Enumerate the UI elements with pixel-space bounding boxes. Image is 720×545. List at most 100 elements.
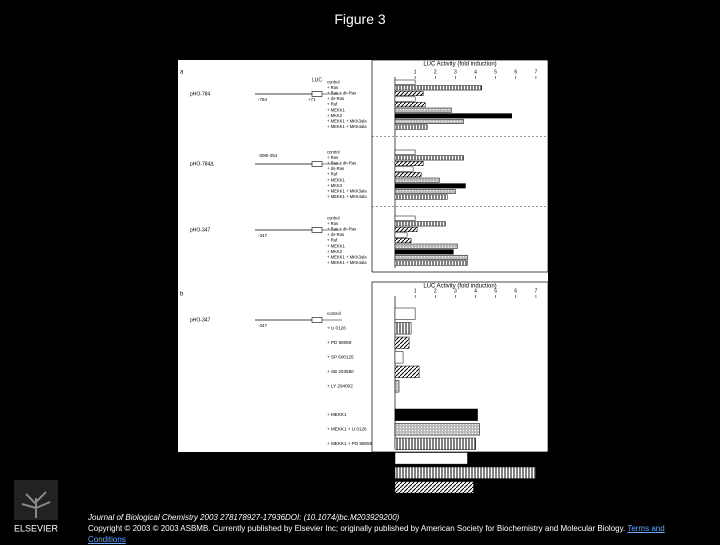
tick-label: 7: [535, 69, 538, 75]
bar: [394, 322, 412, 335]
construct-label: pHO-784Δ: [190, 161, 214, 167]
construct-label: pHO-347: [190, 227, 211, 233]
position-label: -784: [258, 97, 268, 102]
condition-label: + MEKK1 + SP 600125: [327, 456, 375, 461]
tick-label: 6: [514, 288, 517, 294]
condition-label: + MEKK1 + U 0126: [327, 427, 367, 432]
condition-label: + Raf: [327, 238, 338, 243]
condition-label: + U 0126: [327, 326, 346, 331]
construct-label: pHO-784: [190, 91, 211, 97]
bar: [394, 481, 474, 494]
position-label: -308/-254: [258, 153, 278, 158]
condition-label: control: [327, 215, 340, 220]
tick-label: 4: [474, 288, 477, 294]
condition-label: + dn-Ras: [327, 96, 344, 101]
bar: [394, 380, 400, 393]
tick-label: 3: [454, 288, 457, 294]
bar: [394, 221, 446, 227]
footer: Journal of Biological Chemistry 2003 278…: [88, 512, 688, 545]
condition-label: + MEKK1 + SB 203580: [327, 470, 375, 475]
tick-label: 7: [535, 288, 538, 294]
bar: [394, 79, 416, 85]
bar: [394, 232, 408, 238]
tick-label: 5: [494, 288, 497, 294]
bar: [394, 423, 480, 436]
bar: [394, 188, 456, 194]
panel-label: a: [180, 70, 184, 76]
copyright: Copyright © 2003 © 2003 ASBMB. Currently…: [88, 524, 626, 533]
bar: [394, 85, 482, 91]
condition-label: + Ras + dn-Ras: [327, 161, 356, 166]
condition-label: + dn-Ras: [327, 232, 344, 237]
bar: [394, 226, 418, 232]
luc-box: [311, 91, 323, 97]
citation: Journal of Biological Chemistry 2003 278…: [88, 513, 400, 522]
condition-label: + MEKK1 + LY 294002: [327, 485, 374, 490]
bar: [394, 260, 468, 266]
condition-label: + MKK3: [327, 183, 343, 188]
position-label: -347: [258, 233, 268, 238]
bar: [394, 107, 452, 113]
condition-label: control: [327, 149, 340, 154]
tick-label: 1: [414, 69, 417, 75]
bar: [394, 351, 404, 364]
condition-label: + MKK3: [327, 249, 343, 254]
luc-box: [311, 227, 323, 233]
condition-label: control: [327, 79, 340, 84]
bar: [394, 183, 466, 189]
luc-box: [311, 161, 323, 167]
bar: [394, 238, 412, 244]
bar: [394, 365, 420, 378]
bar: [394, 254, 468, 260]
condition-label: + MEKK1 + MKK3ala: [327, 189, 367, 194]
bar: [394, 452, 468, 465]
bar: [394, 249, 454, 255]
tick-label: 6: [514, 69, 517, 75]
condition-label: + MEKK1 + MKK4ala: [327, 260, 367, 265]
bar: [394, 243, 458, 249]
bar: [394, 336, 410, 349]
slide-title: Figure 3: [334, 11, 386, 27]
condition-label: control: [327, 311, 341, 316]
bar: [394, 172, 422, 178]
condition-label: + Raf: [327, 172, 338, 177]
condition-label: + Ras + dn-Ras: [327, 91, 356, 96]
position-label: +71: [308, 97, 316, 102]
bar: [394, 90, 424, 96]
condition-label: + SP 600125: [327, 355, 354, 360]
bar: [394, 466, 537, 479]
tick-label: 5: [494, 69, 497, 75]
bar: [394, 215, 416, 221]
position-label: -347: [258, 323, 268, 328]
tick-label: 3: [454, 69, 457, 75]
reporter-label: LUC: [312, 77, 322, 83]
axis-title: LUC Activity (fold induction): [423, 284, 496, 290]
bar: [394, 177, 440, 183]
condition-label: + SB 203580: [327, 369, 354, 374]
condition-label: + dn-Ras: [327, 166, 344, 171]
bar: [394, 437, 476, 450]
bar: [394, 166, 414, 172]
bar: [394, 113, 513, 119]
tick-label: 2: [434, 69, 437, 75]
axis-box: [371, 281, 549, 453]
condition-label: + Ras: [327, 85, 338, 90]
bar: [394, 96, 416, 102]
condition-label: + MEKK1 + MKK3ala: [327, 119, 367, 124]
condition-label: + MEKK1: [327, 177, 345, 182]
bar: [394, 155, 464, 161]
condition-label: + MEKK1: [327, 243, 345, 248]
bar: [394, 408, 478, 421]
condition-label: + Ras + dn-Ras: [327, 227, 356, 232]
condition-label: + PD 98059: [327, 340, 352, 345]
condition-label: + LY 294002: [327, 384, 353, 389]
bar: [394, 194, 448, 200]
figure-background: [178, 60, 548, 452]
construct-label: pHO-347: [190, 317, 211, 323]
bar: [394, 307, 416, 320]
luc-box: [311, 317, 323, 323]
bar: [394, 160, 424, 166]
condition-label: + MEKK1 + MKK4ala: [327, 124, 367, 129]
